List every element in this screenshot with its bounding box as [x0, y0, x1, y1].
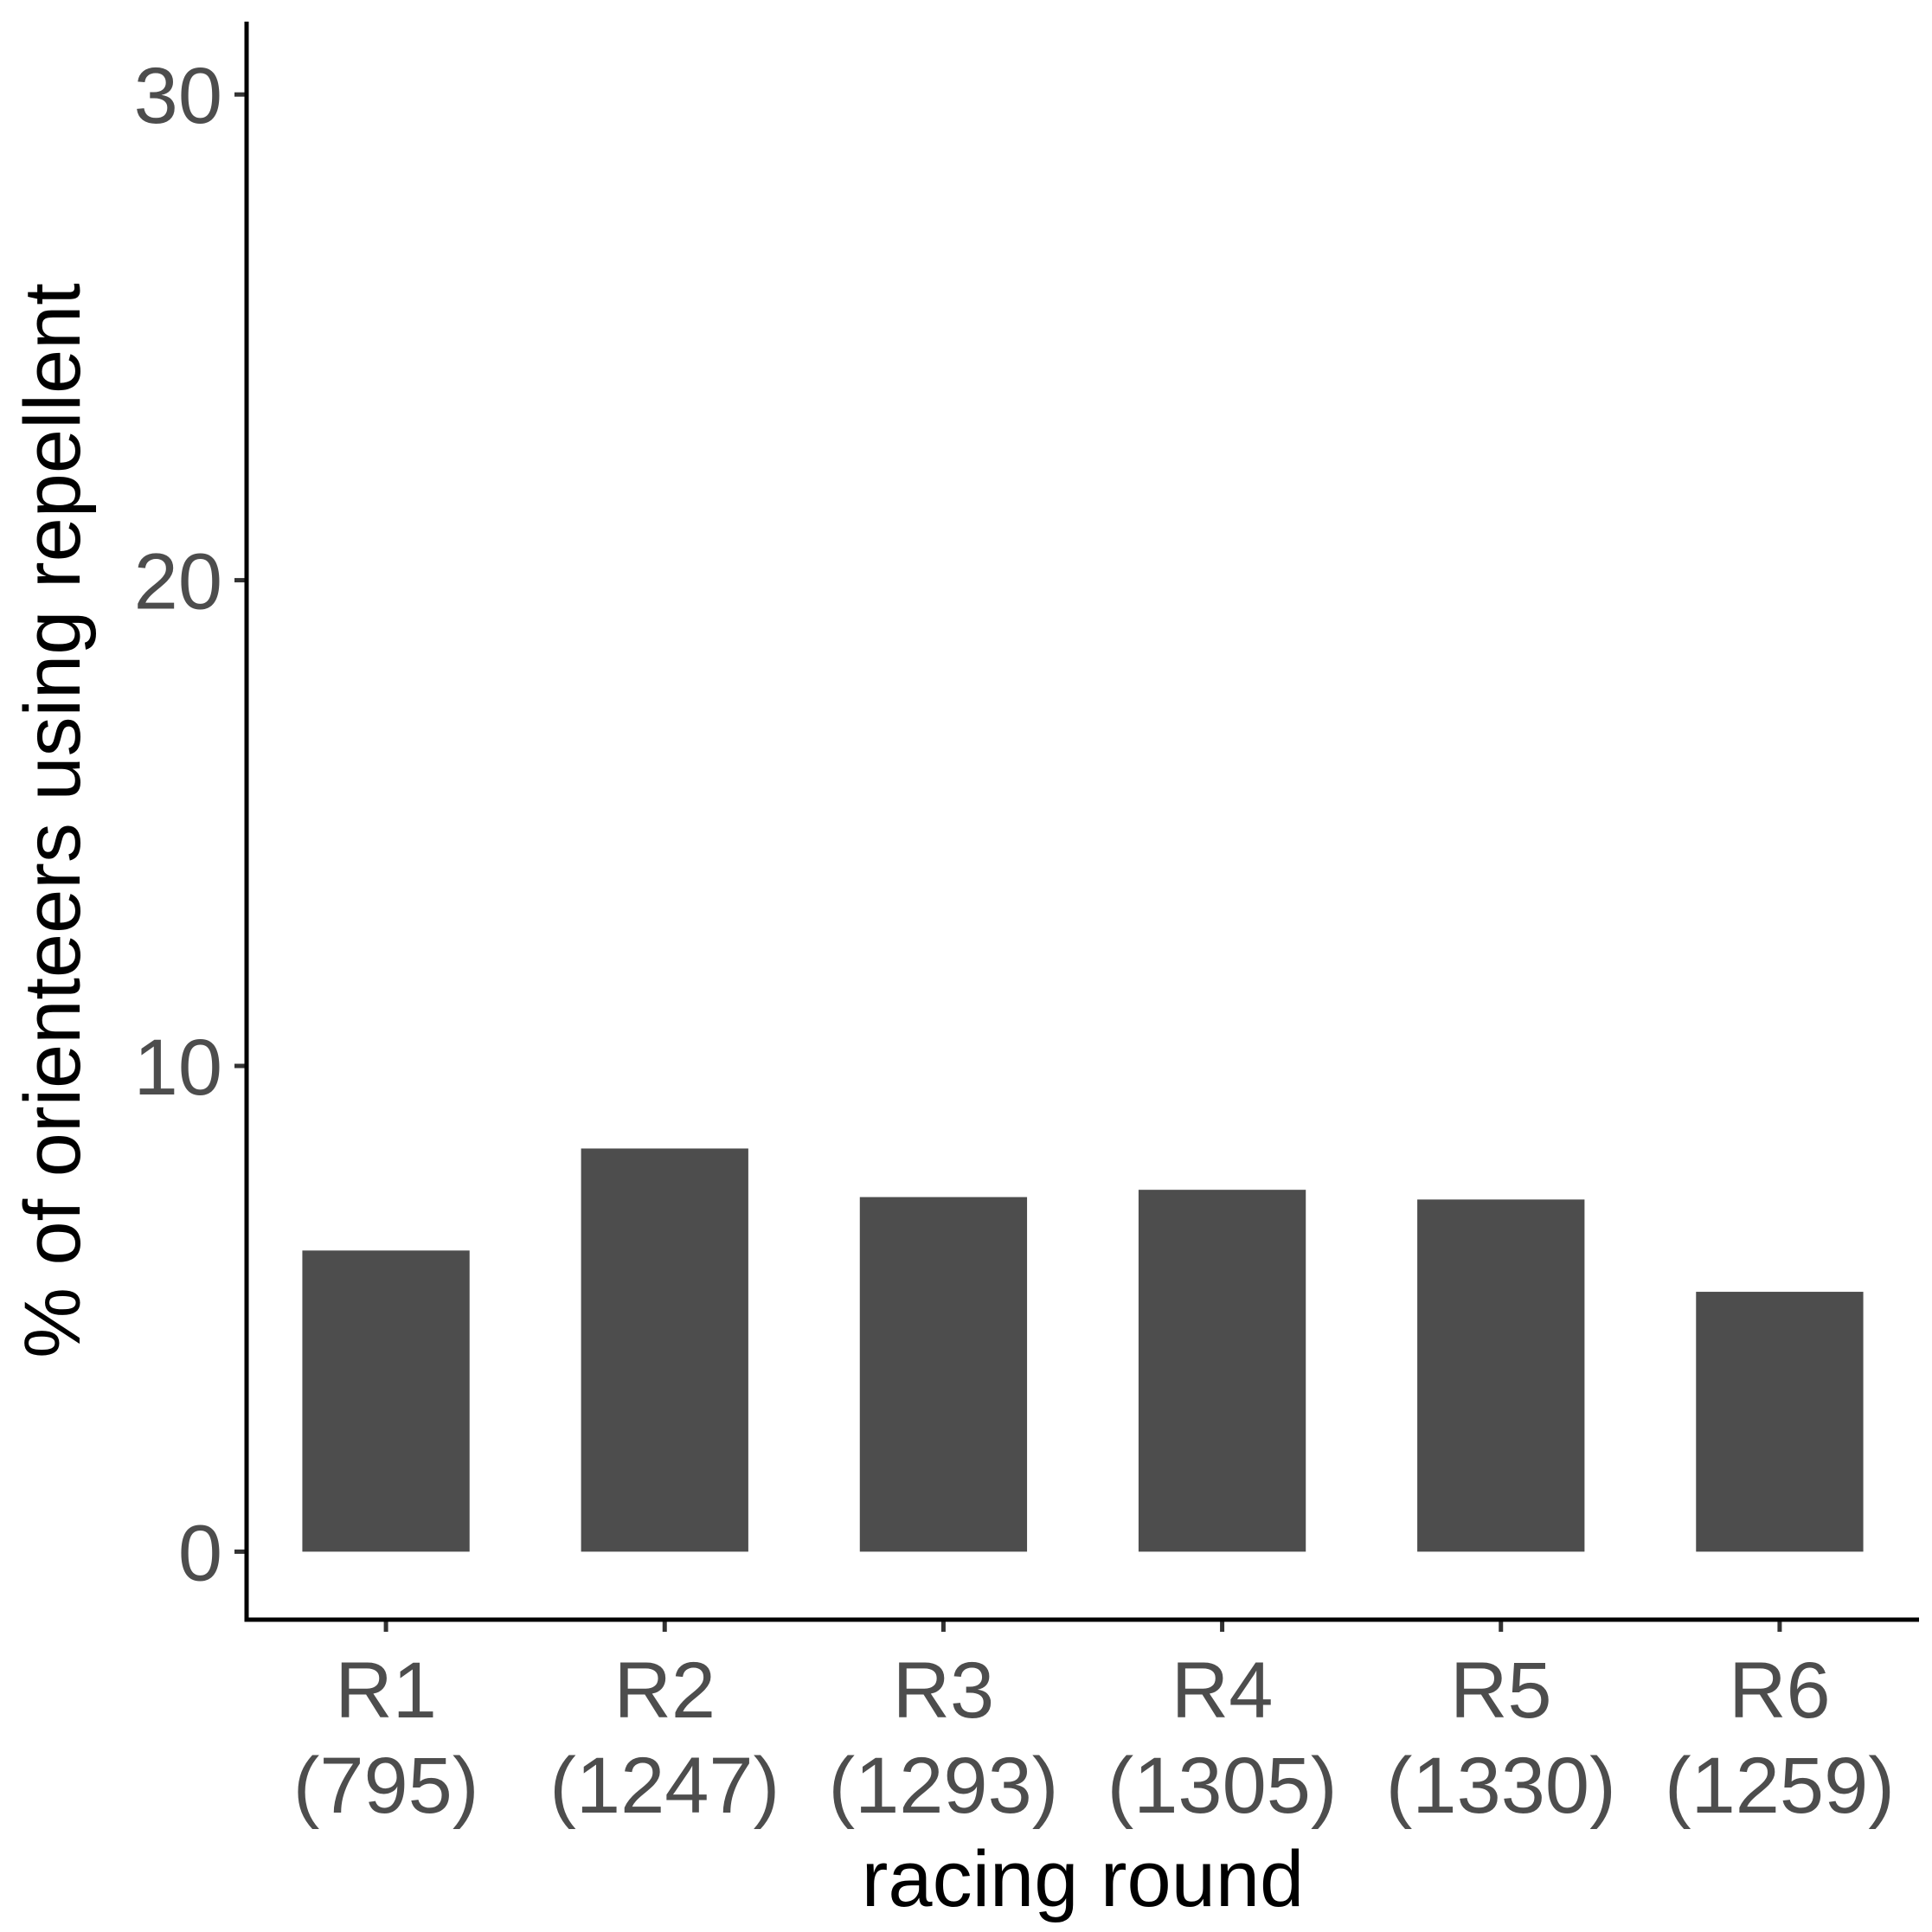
- x-tick-label: (1330): [1386, 1742, 1616, 1830]
- x-tick-label: (1305): [1107, 1742, 1338, 1830]
- x-tick-label: R5: [1450, 1646, 1552, 1735]
- x-tick-label: R4: [1171, 1646, 1274, 1735]
- bar-R4: [1138, 1190, 1306, 1552]
- y-tick-label: 0: [178, 1509, 222, 1597]
- y-tick-label: 10: [134, 1024, 222, 1112]
- x-tick-label: R3: [893, 1646, 995, 1735]
- bars-group: [302, 1148, 1864, 1552]
- x-axis-ticks: R1(795) R2(1247) R3(1293) R4(1305) R5(1330) R…: [293, 1620, 1895, 1830]
- x-tick-label: (1247): [549, 1742, 780, 1830]
- x-tick-label: (1259): [1665, 1742, 1895, 1830]
- bar-R6: [1696, 1292, 1864, 1552]
- x-tick-label: (1293): [828, 1742, 1058, 1830]
- y-tick-label: 20: [134, 538, 222, 626]
- y-tick-label: 30: [134, 52, 222, 140]
- bar-R5: [1417, 1199, 1585, 1552]
- x-axis-title: racing round: [862, 1835, 1304, 1923]
- x-tick-label: (795): [293, 1742, 479, 1830]
- bar-R3: [859, 1197, 1028, 1552]
- bar-R2: [581, 1148, 748, 1552]
- x-tick-label: R2: [613, 1646, 716, 1735]
- x-tick-label: R1: [335, 1646, 437, 1735]
- y-axis-title: % of orienteers using repellent: [9, 283, 97, 1358]
- y-axis-ticks: 0 10 20 30: [134, 52, 247, 1597]
- bar-R1: [302, 1250, 470, 1552]
- x-tick-label: R6: [1729, 1646, 1831, 1735]
